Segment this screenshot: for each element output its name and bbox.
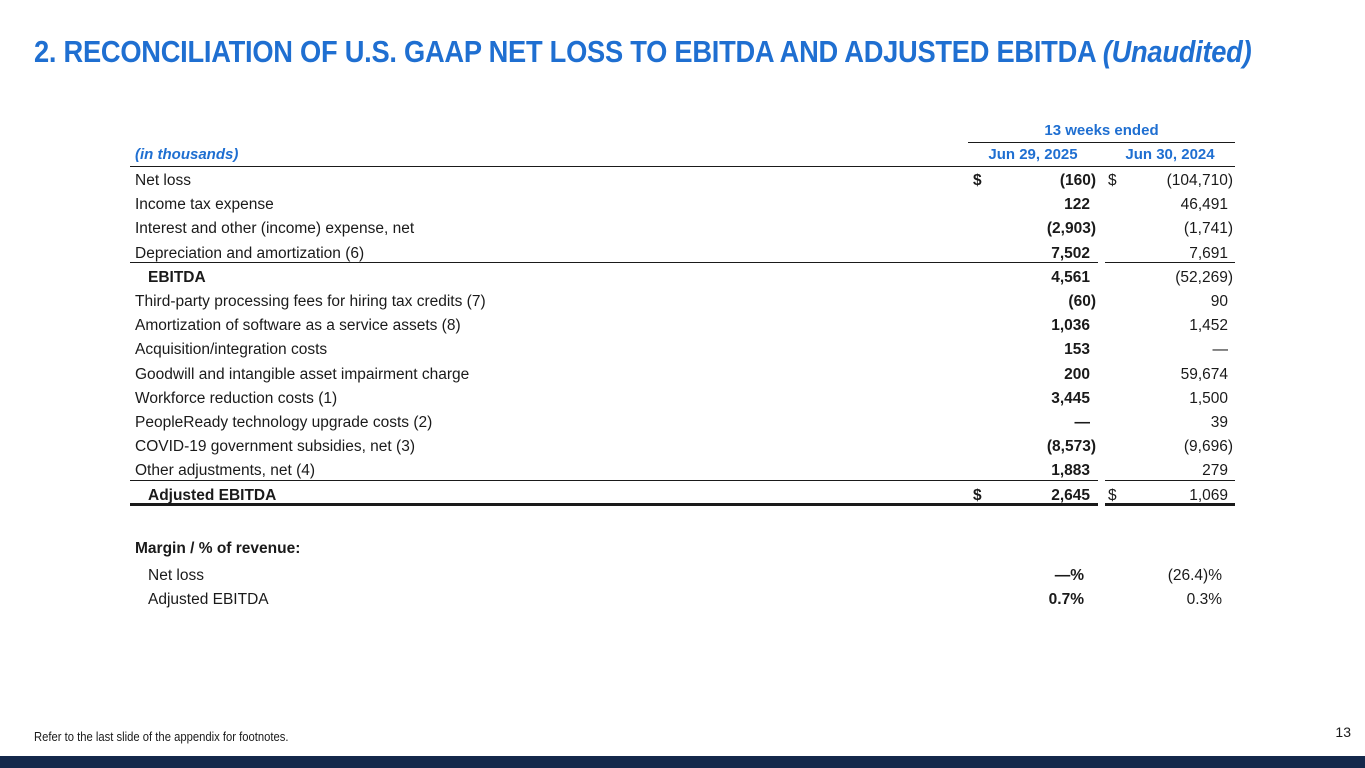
margin-value-prior: 0.3% [1186,591,1222,608]
value-prior: 1,069 [1189,486,1228,504]
row-label: Third-party processing fees for hiring t… [135,293,486,310]
table-row: Depreciation and amortization (6) 7,502 7,… [130,242,1235,266]
row-label: Adjusted EBITDA [148,486,277,504]
table-row: PeopleReady technology upgrade costs (2)… [130,411,1235,435]
margin-label: Net loss [148,567,204,584]
margin-value-prior: (26.4)% [1167,567,1222,584]
value-current: 3,445 [1051,389,1090,407]
currency-symbol-prior: $ [1108,486,1117,504]
value-current: 1,036 [1051,317,1090,335]
currency-symbol-current: $ [973,172,982,189]
row-label: Income tax expense [135,196,274,214]
period-header-rule [968,142,1235,143]
value-prior: 1,452 [1189,317,1228,335]
row-label: Amortization of software as a service as… [135,317,461,335]
row-label: Goodwill and intangible asset impairment… [135,365,470,383]
footnote-text: Refer to the last slide of the appendix … [34,730,289,744]
table-row: Interest and other (income) expense, net… [130,217,1235,241]
value-prior: (104,710) [1166,172,1233,189]
value-prior: 90 [1210,293,1228,310]
currency-symbol-prior: $ [1108,172,1117,189]
value-prior: (52,269) [1175,268,1233,286]
value-current: (2,903) [1046,220,1096,238]
value-prior: 39 [1210,414,1228,431]
title-qualifier: (Unaudited) [1102,34,1252,69]
page-title: 2. RECONCILIATION OF U.S. GAAP NET LOSS … [34,34,1252,70]
value-prior: (1,741) [1183,220,1233,238]
value-prior: 279 [1202,462,1228,480]
table-row: Workforce reduction costs (1) 3,445 1,500 [130,387,1235,411]
units-label: (in thousands) [135,146,239,163]
value-prior: 7,691 [1189,244,1228,262]
header-rule [130,166,1235,167]
value-current: 4,561 [1051,268,1090,286]
value-prior: 59,674 [1180,365,1228,383]
value-current: — [1074,414,1091,431]
value-prior: 46,491 [1180,196,1228,214]
table-row: Amortization of software as a service as… [130,314,1235,338]
margin-label: Adjusted EBITDA [148,591,269,608]
row-label: Depreciation and amortization (6) [135,244,365,262]
table-row: Goodwill and intangible asset impairment… [130,363,1235,387]
value-prior: 1,500 [1189,389,1228,407]
row-label: Net loss [135,172,191,189]
table-row: Income tax expense 122 46,491 [130,193,1235,217]
row-label: COVID-19 government subsidies, net (3) [135,438,415,456]
row-label: Workforce reduction costs (1) [135,389,338,407]
ebitda-rule-prior [1105,262,1235,263]
margin-value-current: —% [1054,567,1084,584]
table-row: Acquisition/integration costs 153 — [130,338,1235,362]
ebitda-rule-current [130,262,1098,263]
table-row: COVID-19 government subsidies, net (3) (8… [130,435,1235,459]
value-current: 7,502 [1051,244,1090,262]
adjusted-ebitda-rule-current [130,480,1098,481]
margin-section-title: Margin / % of revenue: [135,540,301,557]
currency-symbol-current: $ [973,486,982,504]
table-row: Third-party processing fees for hiring t… [130,290,1235,314]
table-row: Other adjustments, net (4) 1,883 279 [130,459,1235,483]
value-current: 153 [1064,341,1090,359]
margin-row: Net loss —% (26.4)% [130,567,1235,591]
page-number: 13 [1335,724,1351,740]
column-header-prior: Jun 30, 2024 [1125,146,1215,163]
margin-value-current: 0.7% [1048,591,1084,608]
row-label: Interest and other (income) expense, net [135,220,415,238]
table-row: Net loss $ (160) $ (104,710) [130,169,1235,193]
value-current: (60) [1068,293,1096,310]
value-current: (8,573) [1046,438,1096,456]
value-current: 200 [1064,365,1090,383]
period-header: 13 weeks ended [1044,122,1159,139]
value-current: 122 [1064,196,1090,214]
margin-row: Adjusted EBITDA 0.7% 0.3% [130,591,1235,615]
table-row: EBITDA 4,561 (52,269) [130,266,1235,290]
value-prior: — [1212,341,1229,359]
table-row: Adjusted EBITDA $2,645 $1,069 [130,484,1235,508]
total-double-rule-prior [1105,503,1235,506]
title-main: 2. RECONCILIATION OF U.S. GAAP NET LOSS … [34,34,1103,69]
column-header-current: Jun 29, 2025 [988,146,1078,163]
adjusted-ebitda-rule-prior [1105,480,1235,481]
value-current: 2,645 [1051,486,1090,504]
row-label: Other adjustments, net (4) [135,462,316,480]
value-current: 1,883 [1051,462,1090,480]
row-label: Acquisition/integration costs [135,341,328,359]
row-label: PeopleReady technology upgrade costs (2) [135,414,433,431]
value-prior: (9,696) [1183,438,1233,456]
row-label: EBITDA [148,268,206,286]
bottom-bar [0,756,1365,768]
total-double-rule-current [130,503,1098,506]
value-current: (160) [1059,172,1096,189]
